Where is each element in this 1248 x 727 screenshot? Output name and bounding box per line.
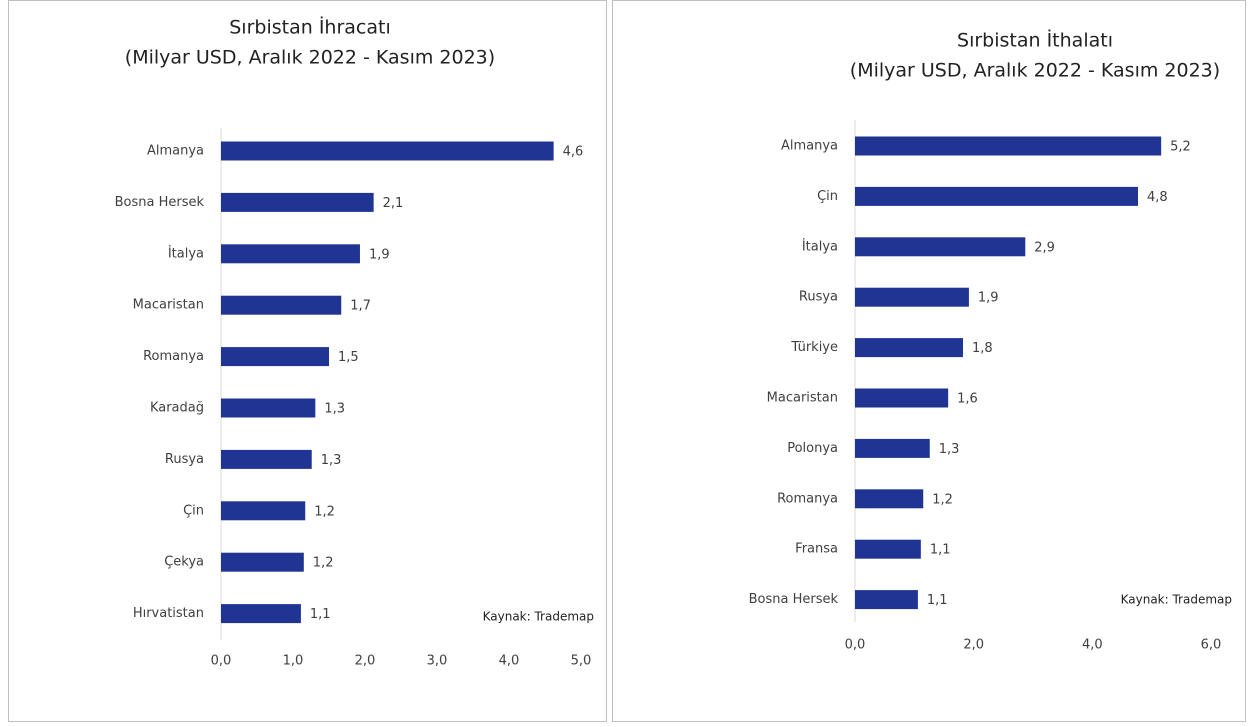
data-label: 1,9 [369,247,390,262]
data-label: 1,1 [927,593,948,608]
y-tick-label: Polonya [787,441,838,456]
chart-title: Sırbistan İhracatı [229,16,390,39]
x-tick-label: 5,0 [571,654,592,669]
bar [221,449,312,469]
data-label: 1,2 [313,556,334,571]
bar [221,347,329,367]
bar [855,338,963,358]
y-tick-label: İtalya [168,245,204,261]
bar [855,388,949,408]
bar [855,438,930,458]
x-tick-label: 4,0 [499,654,520,669]
x-tick-label: 0,0 [845,638,866,653]
y-tick-label: Almanya [781,139,838,154]
y-tick-label: Bosna Hersek [115,195,205,210]
data-label: 1,9 [978,291,999,306]
x-tick-label: 4,0 [1082,638,1103,653]
data-label: 1,1 [930,543,951,558]
data-label: 1,6 [957,392,978,407]
bar [221,604,301,624]
data-label: 2,1 [383,196,404,211]
chart-title: Sırbistan İthalatı [957,29,1113,52]
y-tick-label: Çin [817,189,838,204]
bar [855,287,969,307]
data-label: 1,1 [310,607,331,622]
data-label: 1,5 [338,350,359,365]
bar [855,489,924,509]
x-tick-label: 1,0 [283,654,304,669]
chart-subtitle: (Milyar USD, Aralık 2022 - Kasım 2023) [850,60,1220,82]
chart-subtitle: (Milyar USD, Aralık 2022 - Kasım 2023) [125,47,495,69]
data-label: 4,8 [1147,190,1168,205]
x-tick-label: 0,0 [211,654,232,669]
panel [8,0,607,722]
bar [855,237,1026,257]
data-label: 1,8 [972,341,993,356]
annotation: Kaynak: Trademap [483,610,594,624]
x-tick-label: 6,0 [1201,638,1222,653]
data-label: 4,6 [563,145,584,160]
y-tick-label: Çekya [164,555,204,570]
bar [221,398,316,418]
x-tick-label: 2,0 [963,638,984,653]
y-tick-label: İtalya [802,238,838,254]
y-tick-label: Çin [183,503,204,518]
bar [855,136,1162,156]
data-label: 1,7 [350,299,371,314]
y-tick-label: Bosna Hersek [749,592,839,607]
y-tick-label: Türkiye [790,340,838,355]
bar [221,192,374,212]
panel [612,0,1246,722]
data-label: 5,2 [1170,140,1191,155]
data-label: 1,2 [932,492,953,507]
y-tick-label: Hırvatistan [133,606,204,621]
bar [221,244,360,264]
data-label: 2,9 [1034,240,1055,255]
data-label: 1,3 [939,442,960,457]
data-label: 1,3 [321,453,342,468]
y-tick-label: Fransa [795,542,838,557]
annotation: Kaynak: Trademap [1121,593,1232,607]
y-tick-label: Macaristan [133,298,204,313]
bar [221,501,306,521]
bar [855,186,1139,206]
bar [221,141,554,161]
y-tick-label: Almanya [147,144,204,159]
y-tick-label: Romanya [777,491,838,506]
y-tick-label: Rusya [799,290,838,305]
bar [221,552,304,572]
data-label: 1,2 [314,504,335,519]
x-tick-label: 2,0 [355,654,376,669]
bar [221,295,342,315]
bar [855,539,921,559]
data-label: 1,3 [324,402,345,417]
bar [855,590,918,610]
y-tick-label: Romanya [143,349,204,364]
y-tick-label: Macaristan [767,391,838,406]
y-tick-label: Rusya [165,452,204,467]
x-tick-label: 3,0 [427,654,448,669]
y-tick-label: Karadağ [150,401,204,416]
